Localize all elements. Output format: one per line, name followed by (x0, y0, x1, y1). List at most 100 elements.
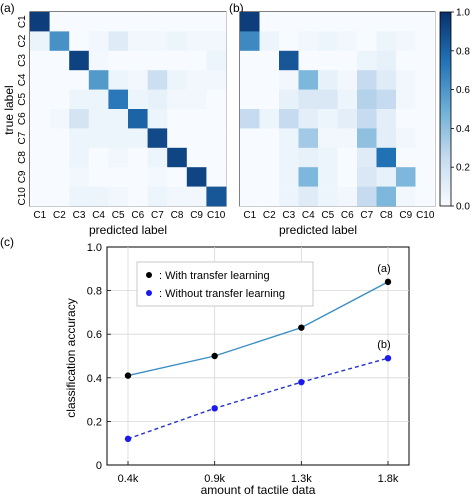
series-point (384, 278, 392, 286)
series-line (127, 357, 389, 440)
heatmap-b-cell (298, 70, 319, 90)
line-chart-yticks: 0 0.2 0.4 0.6 0.8 1.0 (87, 242, 111, 472)
heatmap-a-cell (147, 89, 168, 110)
heatmap-a-cell (69, 147, 90, 168)
heatmap-a-cell (147, 31, 168, 52)
accuracy-line-chart: (c) 0 0.2 0.4 0.6 0.8 1.0 0.4k 0.9k 1.3k 1.8k (a… (0, 235, 410, 496)
heatmap-b-xtick-label: C5 (321, 210, 334, 221)
legend-label: : Without transfer learning (159, 288, 285, 300)
heatmap-a-ytick-label: C9 (17, 170, 28, 183)
heatmap-a-cell (49, 109, 70, 129)
heatmap-b-cell (259, 128, 280, 149)
heatmap-a-ytick-label: C7 (17, 131, 28, 144)
heatmap-a-xtick-label: C7 (151, 210, 164, 221)
heatmap-a-cell (206, 109, 227, 129)
heatmap-a-cell (167, 186, 188, 207)
heatmap-a-cell (147, 109, 168, 129)
heatmap-a-cell (108, 128, 129, 149)
colorbar-tick-label: 0.8 (456, 46, 470, 57)
heatmap-b-cell (337, 109, 358, 129)
heatmap-b-cell (415, 186, 436, 207)
heatmap-b-cell (318, 12, 338, 32)
heatmap-a-cell (206, 186, 227, 207)
heatmap-b-cell (279, 70, 299, 90)
heatmap-a-xtick-label: C9 (190, 210, 203, 221)
heatmap-a-yticks: C1 C2 C3 C4 C5 C6 C7 C8 C9 C10 (17, 15, 28, 206)
heatmap-a-cell (186, 12, 207, 32)
heatmap-b-cell (318, 31, 338, 52)
heatmap-b-cell (298, 50, 319, 71)
heatmap-a-cell (206, 128, 227, 149)
heatmap-a-ytick-label: C4 (17, 73, 28, 86)
heatmap-b-cell (240, 147, 260, 168)
heatmap-a-cell (69, 50, 90, 71)
heatmap-a-cell (108, 89, 129, 110)
heatmap-a-cell (108, 31, 129, 52)
heatmap-a-cell (167, 31, 188, 52)
heatmap-a-cell (206, 147, 227, 168)
heatmap-b-cell (376, 128, 397, 149)
heatmap-b-cell (318, 70, 338, 90)
series-line (127, 281, 389, 377)
heatmap-b-cell (376, 50, 397, 71)
series-point (124, 435, 132, 443)
heatmap-a-cell (147, 167, 168, 187)
heatmap-b-xtick-label: C4 (302, 210, 315, 221)
legend-marker (146, 290, 152, 296)
y-tick-label: 1.0 (87, 242, 102, 254)
heatmap-b-cell (318, 147, 338, 168)
heatmap-b-cell (376, 12, 397, 32)
heatmap-b-cell (337, 31, 358, 52)
heatmap-b-cell (298, 147, 319, 168)
heatmap-b-cell (279, 128, 299, 149)
heatmap-a-xtick-label: C6 (131, 210, 144, 221)
heatmap-b-cell (337, 70, 358, 90)
heatmap-a-cell (108, 50, 129, 71)
heatmap-b-cell (357, 186, 377, 207)
colorbar-gradient (439, 11, 452, 207)
heatmap-b-xtick-label: C1 (243, 210, 256, 221)
heatmap-a-cell (69, 12, 90, 32)
heatmap-a-xtick-label: C10 (207, 210, 226, 221)
heatmap-a-cell (186, 70, 207, 90)
heatmap-a-cell (128, 70, 148, 90)
heatmap-b-cell (396, 50, 416, 71)
confusion-matrix-b: (b) C1 C2 C3 C4 C5 C6 C7 C8 C9 C10 predicted labe… (229, 1, 436, 237)
heatmap-b-cell (318, 186, 338, 207)
heatmap-b-cell (396, 186, 416, 207)
heatmap-a-ytick-label: C1 (17, 15, 28, 28)
heatmap-a-cell (167, 167, 188, 187)
heatmap-a-cell (49, 128, 70, 149)
heatmap-b-cell (259, 167, 280, 187)
heatmap-b-cell (318, 50, 338, 71)
heatmap-b-cell (337, 50, 358, 71)
line-chart-ylabel: classification accuracy (64, 298, 78, 417)
series-point (124, 372, 132, 379)
heatmap-a-cell (167, 70, 188, 90)
heatmap-b-cell (318, 89, 338, 110)
heatmap-a-cell (30, 147, 50, 168)
heatmap-b-cell (259, 70, 280, 90)
colorbar-tick-label: 0.2 (456, 163, 470, 174)
heatmap-b-cell (318, 109, 338, 129)
heatmap-a-cell (147, 147, 168, 168)
heatmap-a-cell (30, 167, 50, 187)
heatmap-a-cell (88, 50, 109, 71)
line-chart-legend: : With transfer learning : Without transf… (136, 261, 314, 307)
heatmap-b-cell (357, 167, 377, 187)
heatmap-a-xtick-label: C4 (92, 210, 105, 221)
heatmap-a-cell (167, 12, 188, 32)
legend-label: : With transfer learning (159, 270, 270, 282)
series-point (298, 324, 305, 331)
heatmap-a-cell (108, 147, 129, 168)
heatmap-b-cell (298, 109, 319, 129)
y-tick-label: 0.2 (87, 416, 102, 428)
heatmap-b-cell (279, 31, 299, 52)
heatmap-b-xtick-label: C7 (360, 210, 373, 221)
heatmap-a-cell (108, 109, 129, 129)
colorbar: 0.0 0.2 0.4 0.6 0.8 1.0 (439, 8, 470, 213)
heatmap-a-ytick-label: C5 (17, 92, 28, 105)
x-tick-label: 0.9k (204, 473, 225, 485)
heatmap-b-cell (357, 89, 377, 110)
heatmap-a-cell (128, 128, 148, 149)
